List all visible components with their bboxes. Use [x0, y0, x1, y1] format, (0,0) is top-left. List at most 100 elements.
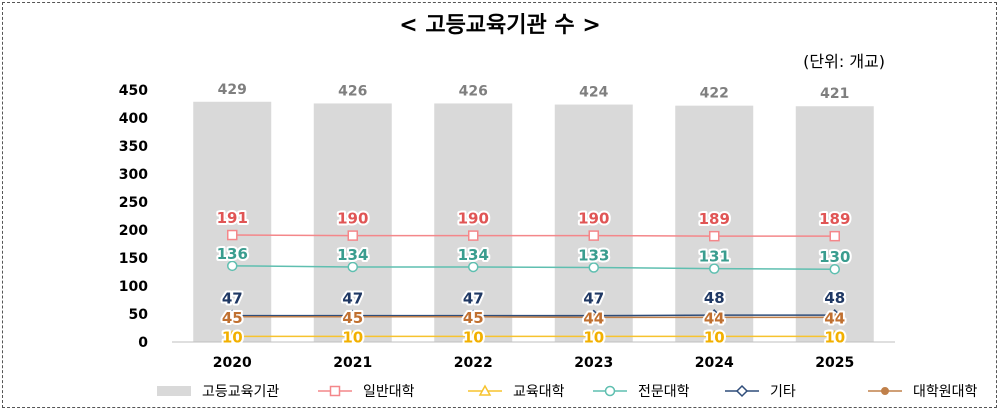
- bar-2025: [795, 106, 874, 343]
- data-label-4: 45: [222, 309, 243, 327]
- data-label-0: 190: [578, 210, 609, 228]
- legend: 고등교육기관 일반대학 교육대학 전문대학 기타 대학원대학: [157, 384, 978, 400]
- data-label-2: 134: [337, 246, 368, 264]
- y-tick-label: 250: [119, 195, 148, 211]
- legend-label: 일반대학: [363, 384, 415, 400]
- series-marker-2: [227, 260, 238, 272]
- data-label-0: 190: [458, 210, 489, 228]
- x-tick-label: 2022: [454, 355, 493, 371]
- y-tick-label: 450: [119, 83, 148, 99]
- series-marker-4: [830, 313, 839, 322]
- data-label-2: 134: [458, 246, 489, 264]
- data-label-2: 133: [578, 247, 609, 265]
- y-tick-label: 200: [119, 223, 148, 239]
- legend-swatch-bars: [157, 386, 191, 396]
- data-label-0: 190: [337, 210, 368, 228]
- bar-2024: [675, 105, 754, 343]
- bar-2023: [554, 104, 633, 342]
- data-label-1: 10: [222, 328, 243, 346]
- series-marker-4: [589, 313, 598, 322]
- labels-layer: 429 426 426 424 422 421 191 190 190 190 189 189 10 10…: [215, 82, 853, 349]
- series-line-2: [232, 265, 835, 270]
- series-marker-1: [707, 329, 721, 342]
- data-label-0: 189: [819, 210, 850, 228]
- legend-swatch-marker-0: [329, 385, 341, 397]
- bar-label-2022: 426: [459, 83, 488, 99]
- series-line-3: [232, 314, 835, 317]
- data-label-4: 45: [463, 309, 484, 327]
- series-line-0: [232, 234, 835, 237]
- series-marker-2: [468, 261, 479, 273]
- bar-label-2024: 422: [700, 86, 729, 102]
- y-tick-label: 50: [129, 307, 149, 323]
- bars-layer: [193, 101, 874, 343]
- lines-layer: [225, 229, 842, 342]
- legend-swatch-marker-2: [604, 385, 616, 397]
- data-label-1: 10: [704, 328, 725, 346]
- bar-2020: [193, 101, 272, 342]
- x-tick-label: 2023: [574, 355, 613, 371]
- data-label-4: 44: [583, 309, 604, 327]
- data-label-0: 191: [217, 209, 248, 227]
- series-marker-1: [225, 329, 239, 342]
- legend-label: 기타: [770, 384, 796, 400]
- series-marker-1: [587, 329, 601, 342]
- y-tick-label: 300: [119, 167, 148, 183]
- legend-label: 고등교육기관: [202, 384, 279, 400]
- series-marker-4: [710, 313, 719, 322]
- data-label-1: 10: [583, 328, 604, 346]
- bar-2021: [313, 103, 392, 342]
- data-label-3: 47: [463, 290, 484, 308]
- series-marker-2: [588, 262, 599, 273]
- series-marker-0: [709, 230, 720, 242]
- y-tick-label: 0: [138, 335, 148, 351]
- series-marker-4: [348, 312, 357, 321]
- data-label-3: 47: [342, 290, 363, 308]
- x-tick-label: 2020: [213, 355, 252, 371]
- series-marker-0: [829, 230, 840, 242]
- chart-title: < 고등교육기관 수 >: [399, 13, 601, 38]
- series-marker-4: [469, 312, 478, 321]
- data-label-0: 189: [699, 210, 730, 228]
- data-label-2: 130: [819, 248, 850, 266]
- series-marker-0: [227, 229, 238, 241]
- unit-note: (단위: 개교): [803, 52, 885, 71]
- series-marker-1: [466, 329, 480, 342]
- y-tick-label: 400: [119, 111, 148, 127]
- x-tick-label: 2021: [333, 355, 372, 371]
- series-marker-2: [347, 261, 358, 273]
- data-label-2: 136: [217, 245, 248, 263]
- series-marker-1: [828, 329, 842, 342]
- legend-swatch-marker-1: [478, 384, 492, 396]
- legend-swatch-marker-3: [735, 384, 749, 398]
- series-marker-1: [346, 329, 360, 342]
- axis-layer: 0 50 100 150 200 250 300 350 400 450 2020 2021 2022 2…: [119, 83, 895, 371]
- series-marker-2: [709, 263, 720, 274]
- bar-label-2021: 426: [338, 83, 367, 99]
- data-label-4: 44: [824, 309, 845, 327]
- data-label-3: 47: [583, 290, 604, 308]
- y-tick-label: 150: [119, 251, 148, 267]
- x-tick-label: 2025: [815, 355, 854, 371]
- data-label-3: 48: [704, 289, 725, 307]
- bar-label-2020: 429: [218, 82, 247, 98]
- legend-label: 교육대학: [513, 384, 565, 400]
- data-label-3: 48: [824, 289, 845, 307]
- legend-label: 대학원대학: [913, 384, 978, 400]
- data-label-4: 44: [704, 309, 725, 327]
- y-tick-label: 100: [119, 279, 148, 295]
- data-label-1: 10: [342, 328, 363, 346]
- series-line-4: [232, 316, 835, 319]
- series-marker-0: [468, 230, 479, 241]
- bar-label-2025: 421: [820, 86, 849, 102]
- series-marker-2: [829, 263, 840, 275]
- data-label-1: 10: [463, 328, 484, 346]
- series-marker-0: [347, 230, 358, 241]
- data-label-2: 131: [699, 248, 730, 266]
- data-label-1: 10: [824, 328, 845, 346]
- legend-label: 전문대학: [638, 384, 690, 400]
- series-marker-4: [228, 312, 237, 321]
- legend-swatch-marker-4: [881, 387, 889, 395]
- x-tick-label: 2024: [695, 355, 734, 371]
